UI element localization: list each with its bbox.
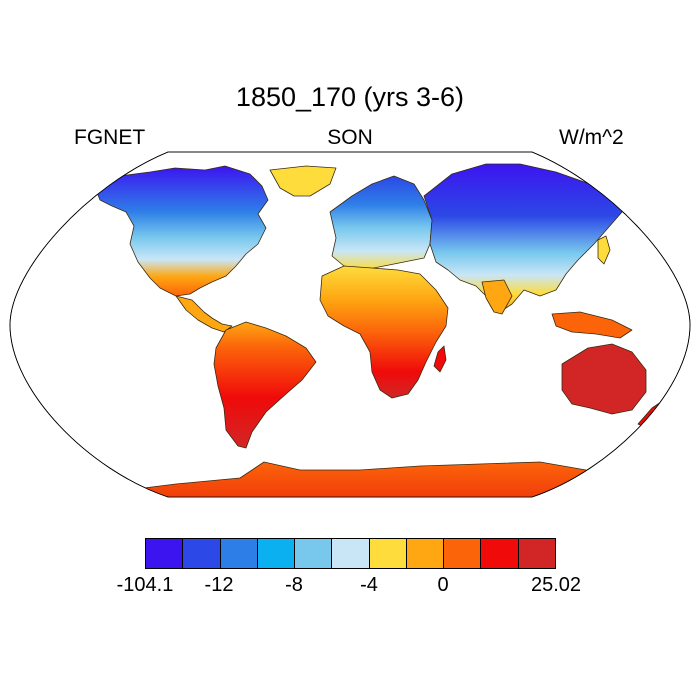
colorbar-swatch <box>369 539 407 568</box>
madagascar-region <box>433 345 447 373</box>
map-frame <box>9 151 691 498</box>
colorbar-swatch <box>295 539 333 568</box>
colorbar-tick-label: 0 <box>437 574 449 596</box>
europe-region <box>329 175 433 271</box>
australia-region <box>561 343 647 415</box>
central-america-region <box>175 295 233 333</box>
colorbar-swatch <box>220 539 258 568</box>
variable-label: FGNET <box>74 126 146 149</box>
colorbar-swatch <box>183 539 221 568</box>
maritime-asia-region <box>551 311 633 339</box>
colorbar-swatch <box>332 539 370 568</box>
plot-title: 1850_170 (yrs 3-6) <box>235 82 465 112</box>
season-label: SON <box>327 126 373 149</box>
colorbar-swatch <box>444 539 482 568</box>
africa-region <box>319 265 449 399</box>
colorbar <box>145 538 556 569</box>
colorbar-tick-label: 25.02 <box>530 574 582 596</box>
south-america-region <box>213 321 317 449</box>
units-label: W/m^2 <box>559 126 624 149</box>
colorbar-tick-label: -8 <box>285 574 303 596</box>
north-america-region <box>95 165 269 297</box>
japan-region <box>597 235 611 265</box>
greenland-region <box>269 165 337 197</box>
colorbar-swatch <box>518 539 555 568</box>
antarctica-region <box>107 461 593 497</box>
colorbar-swatch <box>481 539 519 568</box>
colorbar-tick-label: -104.1 <box>116 574 174 596</box>
colorbar-swatch <box>146 539 184 568</box>
india-region <box>481 279 513 315</box>
asia-region <box>423 163 623 313</box>
colorbar-swatch <box>406 539 445 568</box>
colorbar-tick-label: -4 <box>360 574 378 596</box>
colorbar-tick-label: -12 <box>204 574 234 596</box>
colorbar-swatch <box>257 539 296 568</box>
